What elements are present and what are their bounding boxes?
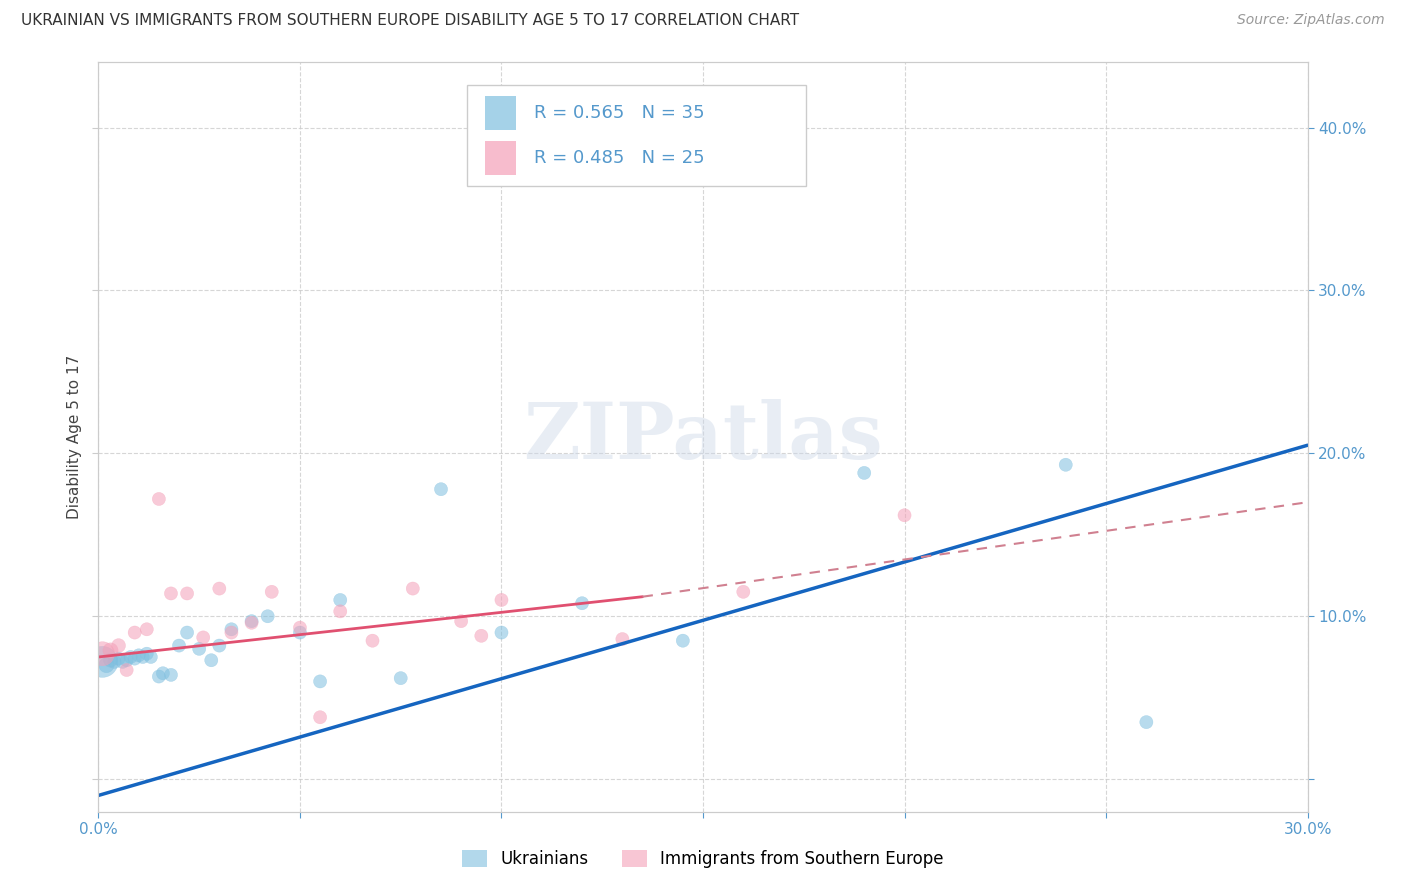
Bar bbox=[485, 96, 516, 130]
Point bbox=[430, 482, 453, 496]
Point bbox=[733, 584, 755, 599]
Point bbox=[240, 615, 263, 630]
Point bbox=[470, 629, 492, 643]
Point bbox=[491, 593, 513, 607]
Point bbox=[107, 639, 129, 653]
Point bbox=[221, 625, 243, 640]
Point bbox=[329, 593, 352, 607]
Point bbox=[148, 491, 170, 506]
Bar bbox=[485, 141, 516, 175]
Point bbox=[120, 650, 142, 665]
Point bbox=[124, 651, 146, 665]
Point bbox=[288, 625, 311, 640]
Point bbox=[193, 631, 215, 645]
Text: R = 0.565   N = 35: R = 0.565 N = 35 bbox=[534, 104, 704, 122]
Point bbox=[288, 621, 311, 635]
Point bbox=[208, 582, 231, 596]
Point bbox=[132, 650, 155, 665]
Point bbox=[96, 658, 118, 673]
FancyBboxPatch shape bbox=[467, 85, 806, 186]
Text: Source: ZipAtlas.com: Source: ZipAtlas.com bbox=[1237, 13, 1385, 28]
Point bbox=[309, 710, 332, 724]
Point bbox=[450, 614, 472, 628]
Point bbox=[672, 633, 695, 648]
Point bbox=[221, 622, 243, 636]
Point bbox=[139, 650, 162, 665]
Point bbox=[571, 596, 593, 610]
Point bbox=[148, 669, 170, 683]
Point bbox=[100, 653, 122, 667]
Point bbox=[208, 639, 231, 653]
Point bbox=[1135, 715, 1157, 730]
Point bbox=[176, 586, 198, 600]
Point bbox=[612, 632, 634, 646]
Point bbox=[893, 508, 915, 523]
Point bbox=[491, 625, 513, 640]
Point bbox=[111, 655, 134, 669]
Point bbox=[135, 647, 157, 661]
Point bbox=[176, 625, 198, 640]
Text: ZIPatlas: ZIPatlas bbox=[523, 399, 883, 475]
Point bbox=[135, 622, 157, 636]
Point bbox=[853, 466, 876, 480]
Point bbox=[103, 655, 125, 669]
Point bbox=[91, 655, 114, 669]
Point bbox=[115, 663, 138, 677]
Point bbox=[152, 666, 174, 681]
Point bbox=[160, 668, 183, 682]
Legend: Ukrainians, Immigrants from Southern Europe: Ukrainians, Immigrants from Southern Eur… bbox=[456, 843, 950, 875]
Point bbox=[402, 582, 425, 596]
Point bbox=[188, 641, 211, 656]
Point bbox=[107, 651, 129, 665]
Text: UKRAINIAN VS IMMIGRANTS FROM SOUTHERN EUROPE DISABILITY AGE 5 TO 17 CORRELATION : UKRAINIAN VS IMMIGRANTS FROM SOUTHERN EU… bbox=[21, 13, 799, 29]
Point bbox=[1054, 458, 1077, 472]
Point bbox=[124, 625, 146, 640]
Point bbox=[309, 674, 332, 689]
Y-axis label: Disability Age 5 to 17: Disability Age 5 to 17 bbox=[66, 355, 82, 519]
Point bbox=[361, 633, 384, 648]
Point bbox=[167, 639, 190, 653]
Text: R = 0.485   N = 25: R = 0.485 N = 25 bbox=[534, 149, 704, 167]
Point bbox=[260, 584, 283, 599]
Point bbox=[115, 653, 138, 667]
Point bbox=[329, 604, 352, 618]
Point bbox=[100, 643, 122, 657]
Point bbox=[91, 647, 114, 661]
Point bbox=[160, 586, 183, 600]
Point bbox=[128, 648, 150, 663]
Point bbox=[240, 614, 263, 628]
Point bbox=[200, 653, 222, 667]
Point bbox=[256, 609, 278, 624]
Point bbox=[389, 671, 412, 685]
